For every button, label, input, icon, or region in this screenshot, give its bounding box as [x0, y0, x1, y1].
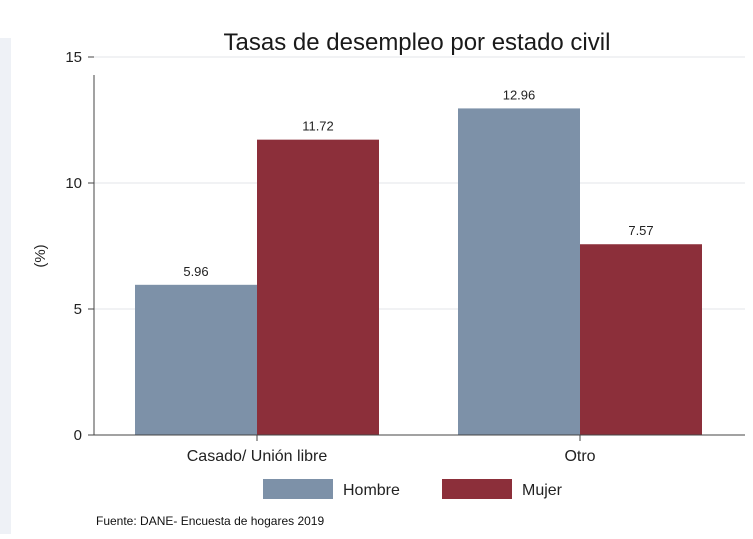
x-tick-label-1: Otro	[564, 448, 595, 465]
chart-container: Tasas de desempleo por estado civil 5.96…	[11, 0, 753, 534]
y-tick-label-0: 0	[74, 427, 82, 444]
y-tick-label-10: 10	[65, 175, 82, 192]
bar-hombre-1	[458, 108, 580, 436]
y-tick-label-15: 15	[65, 49, 82, 66]
left-background-strip	[0, 38, 11, 534]
legend-label-hombre: Hombre	[343, 482, 400, 499]
chart-title: Tasas de desempleo por estado civil	[224, 29, 611, 56]
data-label-hombre-0: 5.96	[183, 264, 208, 279]
legend-swatch-hombre	[263, 479, 333, 499]
y-tick-label-5: 5	[74, 301, 82, 318]
data-label-hombre-1: 12.96	[503, 87, 536, 102]
legend-swatch-mujer	[442, 479, 512, 499]
bars: 5.96 11.72 12.96 7.57	[135, 87, 702, 436]
axes: 0 5 10 15 (%) Casado/ Unión libre Otro	[32, 49, 745, 465]
legend: Hombre Mujer	[263, 479, 563, 499]
bar-hombre-0	[135, 284, 257, 435]
data-label-mujer-0: 11.72	[302, 119, 334, 134]
legend-label-mujer: Mujer	[522, 482, 563, 499]
x-tick-label-0: Casado/ Unión libre	[187, 448, 328, 465]
source-note: Fuente: DANE- Encuesta de hogares 2019	[96, 514, 325, 528]
y-axis-label: (%)	[32, 244, 49, 267]
bar-mujer-0	[257, 139, 379, 435]
bar-mujer-1	[580, 244, 702, 435]
data-label-mujer-1: 7.57	[628, 223, 653, 238]
bar-chart: Tasas de desempleo por estado civil 5.96…	[32, 29, 745, 499]
